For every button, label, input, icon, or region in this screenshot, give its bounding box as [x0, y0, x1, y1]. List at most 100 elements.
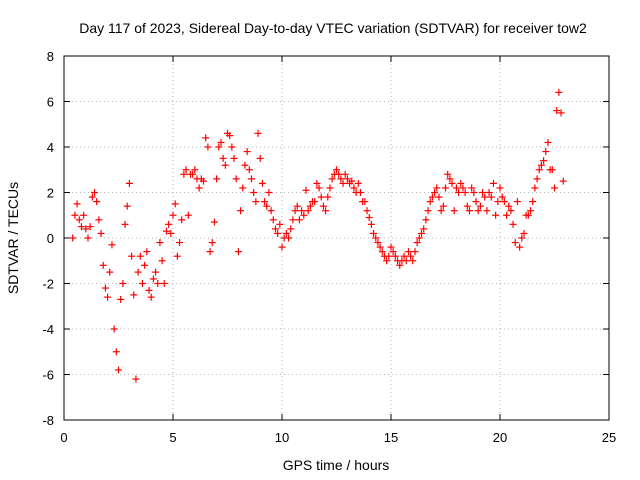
data-point	[300, 211, 308, 219]
data-point	[354, 179, 362, 187]
data-point	[152, 268, 160, 276]
data-point	[367, 220, 375, 228]
data-point	[348, 177, 356, 185]
data-point	[503, 211, 511, 219]
data-point	[110, 325, 118, 333]
data-point	[176, 239, 184, 247]
data-point	[470, 189, 478, 196]
data-point	[215, 143, 223, 151]
data-point	[527, 207, 535, 215]
data-point	[553, 107, 561, 115]
data-point	[182, 166, 190, 174]
data-point	[263, 202, 271, 210]
data-point	[258, 179, 266, 187]
data-point	[496, 184, 504, 192]
data-point	[370, 229, 378, 237]
data-point	[91, 189, 99, 196]
data-point	[476, 202, 484, 210]
data-point	[250, 189, 258, 196]
data-point	[516, 243, 524, 251]
data-point	[106, 268, 114, 276]
data-point	[132, 375, 140, 383]
data-point	[511, 239, 519, 247]
data-point	[101, 284, 109, 292]
data-point	[402, 257, 410, 265]
data-point	[431, 189, 439, 196]
data-point	[261, 198, 269, 206]
data-point	[171, 200, 179, 208]
data-point	[154, 280, 162, 287]
data-point	[138, 280, 146, 287]
data-point	[459, 184, 467, 192]
data-point	[311, 198, 319, 206]
data-point	[513, 198, 521, 206]
data-point	[73, 200, 81, 208]
data-point	[165, 220, 173, 228]
data-point	[234, 248, 242, 256]
data-point	[206, 248, 214, 256]
data-point	[433, 184, 441, 192]
data-point	[535, 166, 543, 174]
data-point	[219, 154, 227, 162]
data-point	[374, 239, 382, 247]
data-point	[108, 241, 116, 249]
data-point	[472, 198, 480, 206]
data-point	[130, 291, 138, 299]
y-tick-label: 2	[47, 186, 54, 201]
data-point	[119, 280, 127, 287]
data-point	[147, 293, 155, 301]
data-point	[208, 239, 216, 247]
data-point	[202, 134, 210, 142]
data-point	[544, 138, 552, 146]
data-point	[93, 198, 101, 206]
y-tick-label: 6	[47, 95, 54, 110]
data-point	[143, 248, 151, 256]
x-tick-label: 15	[384, 430, 398, 445]
y-tick-label: -8	[42, 413, 54, 428]
data-point	[518, 234, 526, 242]
data-point	[213, 175, 221, 183]
x-tick-label: 0	[60, 430, 67, 445]
data-point	[298, 207, 306, 215]
data-point	[145, 286, 153, 294]
data-point	[239, 184, 247, 192]
data-point	[450, 207, 458, 215]
data-point	[457, 179, 465, 187]
data-point	[487, 193, 495, 201]
data-point	[285, 234, 293, 242]
data-point	[95, 216, 103, 224]
y-tick-label: -6	[42, 368, 54, 383]
data-point	[254, 129, 262, 137]
data-point	[86, 223, 94, 231]
data-point	[77, 223, 85, 231]
data-point	[278, 243, 286, 251]
data-point	[134, 268, 142, 276]
data-point	[559, 177, 567, 185]
data-point	[160, 280, 168, 287]
data-point	[442, 184, 449, 192]
data-point	[328, 175, 336, 183]
data-point	[69, 234, 77, 242]
data-point	[82, 225, 90, 233]
data-point	[396, 261, 404, 269]
data-point	[200, 177, 208, 185]
data-point	[531, 184, 539, 192]
data-point	[189, 170, 197, 178]
data-point	[461, 189, 469, 196]
data-point	[415, 234, 423, 242]
data-point	[221, 161, 229, 169]
axis-ticks: 0 5 10 15 20 25 -8 -6 -4 -2 0 2 4 6 8	[42, 49, 616, 445]
data-point	[500, 198, 508, 206]
data-point	[339, 179, 347, 187]
data-point	[335, 170, 343, 178]
data-point	[542, 148, 550, 156]
data-point	[210, 218, 218, 226]
data-point	[474, 207, 482, 215]
data-point	[271, 225, 279, 233]
data-point	[302, 186, 310, 194]
data-point	[385, 252, 393, 260]
data-point	[365, 214, 373, 222]
data-point	[411, 248, 419, 256]
data-point	[141, 261, 149, 269]
data-point	[282, 229, 290, 237]
